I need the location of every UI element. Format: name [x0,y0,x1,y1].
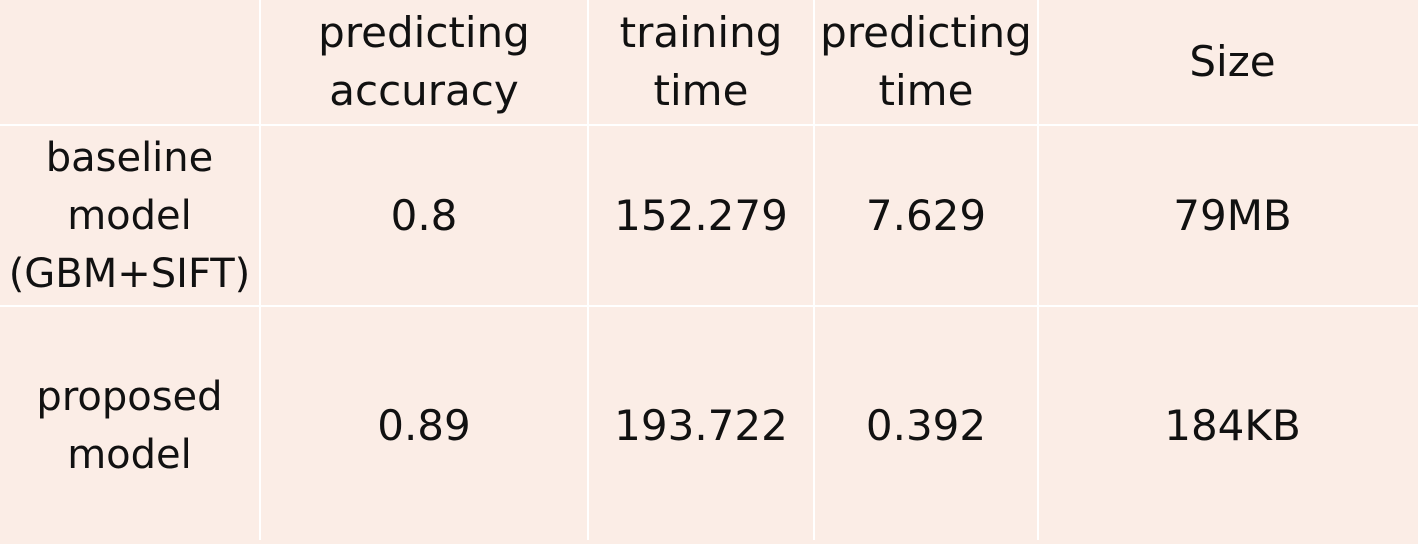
proposed-training-time-cell: 193.722 [589,307,813,544]
header-training-time: training time [589,0,813,124]
row-label-proposed-model: proposed model [0,307,259,544]
proposed-size-cell: 184KB [1039,307,1418,544]
row-label-baseline-model: baseline model (GBM+SIFT) [0,126,259,305]
proposed-accuracy-cell: 0.89 [261,307,587,544]
header-size: Size [1039,0,1418,124]
baseline-size-cell: 79MB [1039,126,1418,305]
baseline-training-time-cell: 152.279 [589,126,813,305]
baseline-accuracy-cell: 0.8 [261,126,587,305]
header-corner-cell [0,0,259,124]
proposed-predicting-time-cell: 0.392 [815,307,1037,544]
baseline-predicting-time-cell: 7.629 [815,126,1037,305]
header-predicting-accuracy: predicting accuracy [261,0,587,124]
header-predicting-time: predicting time [815,0,1037,124]
